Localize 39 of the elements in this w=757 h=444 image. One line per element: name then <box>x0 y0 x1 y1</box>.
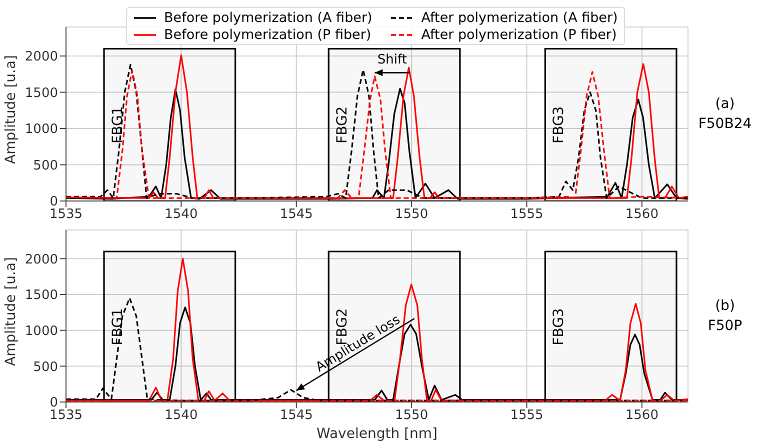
y-tick-label: 2000 <box>24 50 58 65</box>
legend-label: Before polymerization (P fiber) <box>164 26 372 42</box>
x-tick-label: 1545 <box>280 408 313 424</box>
annotation: Shift <box>377 52 407 68</box>
x-tick-label: 1545 <box>280 207 313 222</box>
y-tick-label: 2000 <box>24 252 58 268</box>
text: (b) <box>714 297 736 316</box>
x-axis-title: Wavelength [nm] <box>316 426 438 442</box>
y-tick-label: 0 <box>50 194 58 210</box>
legend-label: Before polymerization (A fiber) <box>164 10 372 26</box>
x-tick-label: 1535 <box>49 207 83 222</box>
band-label: FBG2 <box>334 106 350 144</box>
x-tick-label: 1535 <box>49 408 83 424</box>
band-label: FBG3 <box>551 308 567 346</box>
band-label: FBG1 <box>110 106 126 144</box>
legend-label: After polymerization (A fiber) <box>421 10 618 26</box>
x-tick-label: 1555 <box>510 408 544 424</box>
y-axis-title: Amplitude [u.a] <box>2 256 19 366</box>
x-tick-label: 1550 <box>395 207 428 222</box>
x-tick-label: 1550 <box>395 408 428 424</box>
y-axis-title: Amplitude [u.a] <box>2 54 19 164</box>
y-tick-label: 500 <box>33 158 58 174</box>
x-tick-label: 1560 <box>625 408 658 424</box>
y-tick-label: 500 <box>33 360 58 375</box>
text: F50B24 <box>697 115 753 134</box>
y-tick-label: 1000 <box>24 324 58 339</box>
x-tick-label: 1540 <box>164 207 198 222</box>
legend-label: After polymerization (P fiber) <box>421 26 617 42</box>
text: (a) <box>714 95 736 114</box>
x-tick-label: 1560 <box>625 207 658 222</box>
y-tick-label: 1500 <box>24 288 58 304</box>
y-tick-label: 0 <box>50 396 58 411</box>
y-tick-label: 1000 <box>24 122 58 138</box>
x-tick-label: 1555 <box>510 207 544 222</box>
text: F50P <box>706 317 744 336</box>
band-label: FBG1 <box>110 308 126 346</box>
x-tick-label: 1540 <box>164 408 198 424</box>
band-label: FBG3 <box>551 106 567 144</box>
y-tick-label: 1500 <box>24 86 58 101</box>
